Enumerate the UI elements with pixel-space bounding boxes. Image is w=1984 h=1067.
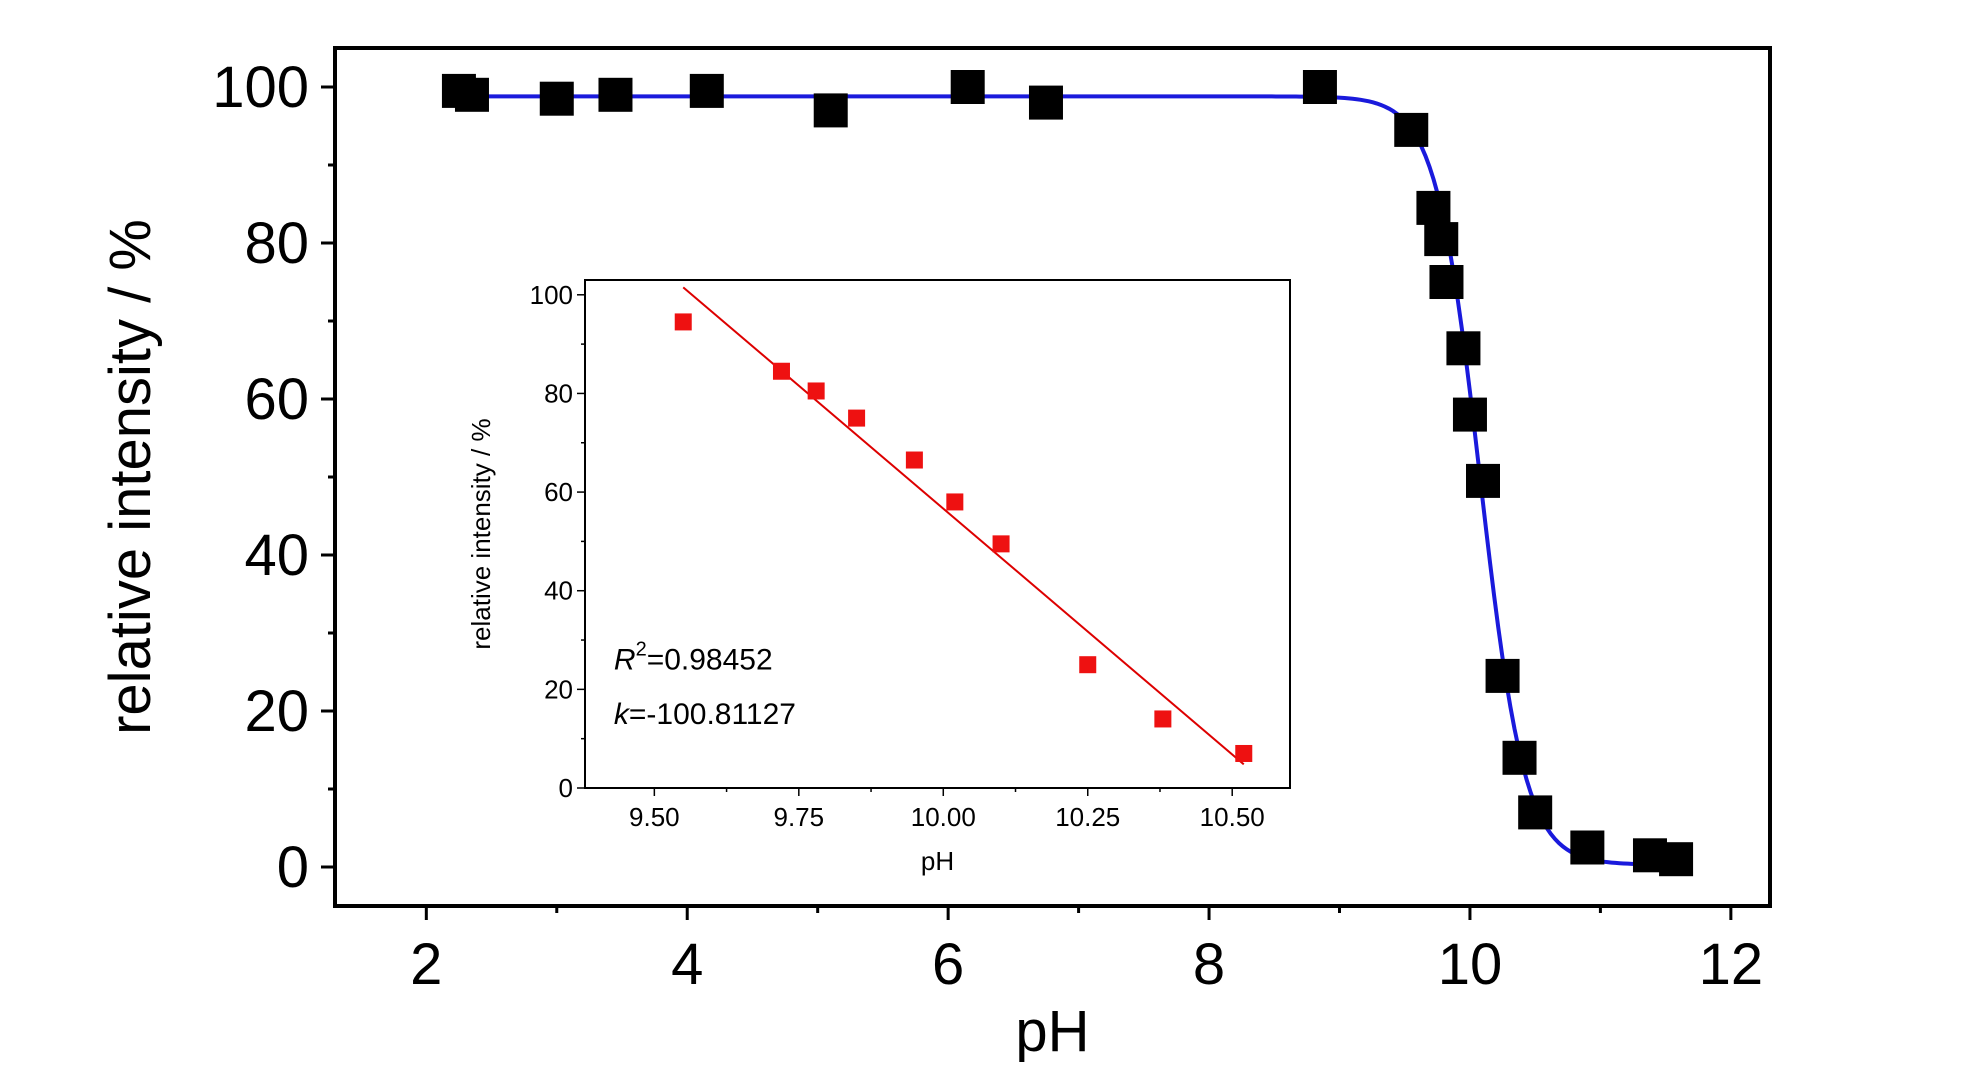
main-data-point [1452,397,1487,432]
main-data-point [1028,85,1063,120]
main-data-point [1485,658,1520,693]
main-x-tick-label: 4 [671,932,703,997]
inset-x-tick-label: 9.50 [629,802,680,832]
inset-data-point [905,451,923,469]
inset-y-tick-label: 60 [544,477,573,507]
r-squared-annotation: R2=0.98452 [614,639,773,677]
main-data-point [1424,222,1459,257]
main-y-tick-label: 20 [244,679,309,744]
inset-y-tick-label: 100 [530,280,573,310]
main-data-point [1416,190,1451,225]
main-x-tick-label: 8 [1193,932,1225,997]
main-x-tick-label: 6 [932,932,964,997]
inset-data-point [992,535,1010,553]
inset-data-point [1154,710,1172,728]
slope-annotation: k=-100.81127 [614,698,796,731]
inset-y-tick-label: 20 [544,674,573,704]
main-fit-curve [458,94,1673,867]
inset-data-point [807,382,825,400]
inset-data-point [674,313,692,331]
main-data-point [1429,265,1464,299]
inset-x-tick-label: 10.50 [1200,802,1265,832]
main-y-tick-label: 80 [244,211,309,276]
main-y-axis-label: relative intensity / % [98,219,163,735]
main-y-tick-label: 100 [212,55,309,120]
main-data-point [950,70,985,104]
main-y-tick-label: 40 [244,523,309,588]
main-data-point [1446,331,1481,366]
inset-data-point [946,493,964,511]
inset-y-tick-label: 80 [544,378,573,408]
main-data-point [1570,830,1605,865]
inset-x-tick-label: 10.00 [911,802,976,832]
main-x-tick-label: 10 [1438,932,1503,997]
inset-y-tick-label: 0 [559,773,573,803]
main-data-point [539,81,574,116]
inset-data-point [1235,744,1253,762]
main-x-axis-label: pH [1015,999,1089,1062]
main-data-point [1394,112,1429,147]
main-x-tick-label: 2 [410,932,442,997]
inset-data-point [772,362,790,380]
main-data-point [1518,795,1553,830]
main-y-tick-label: 0 [277,835,309,900]
main-data-point [813,93,848,128]
main-data-point [1659,842,1694,877]
inset-y-axis-label: relative intensity / % [466,418,496,649]
main-data-point [1502,740,1537,775]
inset-plot: 9.50 9.75 10.00 10.25 10.50 0 20 40 60 80 100 pH rel… [466,279,1291,876]
main-data-point [598,77,633,112]
main-x-tick-label: 12 [1699,932,1764,997]
main-data-point [454,77,489,112]
inset-x-axis-label: pH [921,846,954,876]
inset-data-point [1079,656,1097,674]
inset-y-tick-label: 40 [544,576,573,606]
main-data-point [689,73,724,108]
main-data-point [1466,463,1500,498]
main-data-point [1302,70,1337,104]
inset-x-tick-label: 10.25 [1055,802,1120,832]
inset-data-point [848,409,866,427]
main-plot: 2 4 6 8 10 12 0 20 40 60 80 100 pH relative intensity… [98,46,1772,1064]
inset-x-tick-label: 9.75 [774,802,825,832]
main-y-tick-label: 60 [244,367,309,432]
